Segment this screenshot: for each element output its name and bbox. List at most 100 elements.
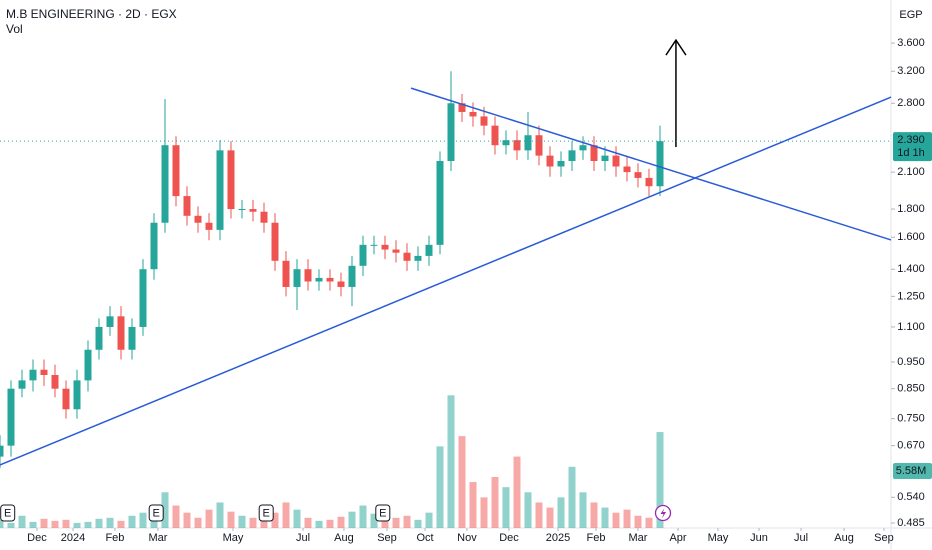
volume-bar <box>634 515 642 528</box>
event-label: E <box>153 507 160 519</box>
candle-body <box>557 161 565 167</box>
volume-bar <box>117 520 125 528</box>
volume-bar <box>40 518 48 528</box>
volume-bar <box>403 515 411 528</box>
volume-bar <box>293 509 301 528</box>
alert-bolt <box>660 508 666 519</box>
countdown: 1d 1h <box>897 147 925 159</box>
candle-body <box>293 269 301 287</box>
arrow-head <box>665 38 687 56</box>
candle-body <box>194 215 202 223</box>
candle-body <box>73 380 81 410</box>
last-price-label: 2.390 <box>897 134 925 146</box>
volume-bar <box>227 511 235 528</box>
x-tick-label: Mar <box>148 532 167 544</box>
volume-bar <box>304 517 312 528</box>
x-tick-label: Feb <box>586 532 605 544</box>
candle-body <box>205 222 213 230</box>
volume-bar <box>205 509 213 528</box>
candle-body <box>535 135 543 156</box>
candle-body <box>95 326 103 350</box>
candle-body <box>469 111 477 117</box>
volume-bar <box>535 502 543 528</box>
trendline <box>0 96 892 466</box>
plot-area <box>0 71 664 528</box>
volume-bar <box>128 515 136 528</box>
x-tick-label: May <box>708 532 729 544</box>
x-tick-label: Dec <box>499 532 519 544</box>
candle-body <box>436 161 444 245</box>
candle-body <box>227 150 235 210</box>
volume-bar <box>282 502 290 528</box>
y-tick-label: 0.850 <box>897 383 925 395</box>
x-tick-label: Jul <box>794 532 808 544</box>
currency: EGP <box>899 9 922 21</box>
volume-bar <box>194 517 202 528</box>
volume-bar <box>216 502 224 528</box>
candle-body <box>326 277 334 282</box>
candle-body <box>348 265 356 287</box>
volume-bar <box>51 520 59 528</box>
volume-bar <box>73 522 81 528</box>
volume-label-box <box>893 463 932 480</box>
candle-body <box>260 211 268 223</box>
candle-body <box>579 145 587 151</box>
volume-title: Vol <box>6 22 23 36</box>
alert-icon[interactable] <box>654 504 672 522</box>
candle-body <box>337 281 345 287</box>
candle-body <box>480 116 488 126</box>
event-label: E <box>379 507 386 519</box>
volume-bar <box>623 509 631 528</box>
candle-body <box>51 374 59 389</box>
candle-body <box>7 388 15 446</box>
volume-bar <box>414 519 422 528</box>
candle-body <box>502 140 510 146</box>
candle-body <box>370 244 378 246</box>
candle-body <box>491 125 499 146</box>
candle-body <box>40 369 48 375</box>
candle-body <box>612 155 620 167</box>
y-tick-label: 0.485 <box>897 517 925 529</box>
volume-bar <box>62 519 70 528</box>
event-marker <box>148 504 164 522</box>
candle-body <box>392 249 400 253</box>
candle-body <box>150 222 158 270</box>
y-tick-label: 2.100 <box>897 166 925 178</box>
volume-bar <box>370 513 378 528</box>
candle-body <box>403 252 411 261</box>
last-price-box <box>893 132 932 162</box>
volume-bar <box>557 497 565 528</box>
candle-body <box>0 445 4 457</box>
candle-body <box>634 172 642 178</box>
volume-bar <box>645 517 653 528</box>
volume-bar <box>249 517 257 528</box>
x-tick-label: Sep <box>874 532 894 544</box>
x-tick-label: Nov <box>457 532 477 544</box>
volume-bar <box>546 507 554 528</box>
candle-body <box>458 103 466 112</box>
x-tick-label: Sep <box>377 532 397 544</box>
volume-bar <box>271 512 279 528</box>
x-tick-label: Jul <box>296 532 310 544</box>
volume-bar <box>337 516 345 528</box>
candle-body <box>117 316 125 350</box>
volume-bar <box>381 518 389 528</box>
candle-body <box>183 196 191 216</box>
candle-body <box>590 145 598 162</box>
candle-body <box>18 380 26 389</box>
event-marker <box>258 504 274 522</box>
x-tick-label: Feb <box>105 532 124 544</box>
y-tick-label: 0.540 <box>897 491 925 503</box>
candle-body <box>568 150 576 162</box>
volume-bar <box>95 518 103 528</box>
candle-body <box>359 244 367 266</box>
candle-body <box>249 209 257 212</box>
volume-bar <box>469 482 477 528</box>
volume-label: 5.58M <box>896 465 927 477</box>
volume-bar <box>491 476 499 528</box>
y-tick-label: 1.600 <box>897 231 925 243</box>
volume-bar <box>392 517 400 528</box>
chart-title: M.B ENGINEERING · 2D · EGX <box>6 7 177 21</box>
x-tick-label: Aug <box>334 532 354 544</box>
